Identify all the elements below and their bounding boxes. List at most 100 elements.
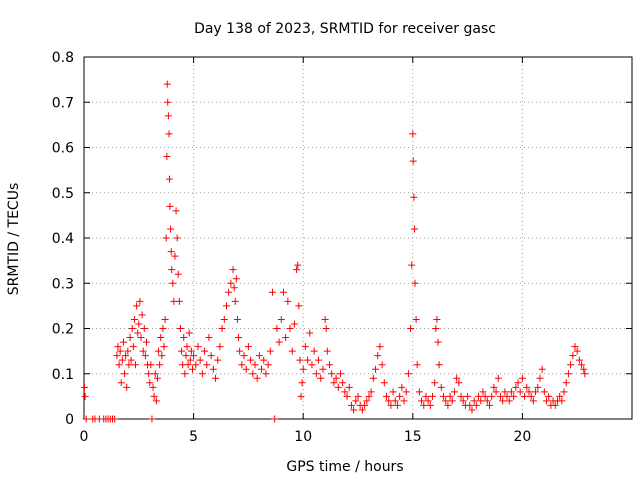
data-point <box>407 325 415 332</box>
data-point <box>581 370 589 378</box>
data-point <box>298 379 306 387</box>
data-point <box>499 397 507 405</box>
data-point <box>365 392 373 400</box>
data-point <box>567 361 575 369</box>
data-point <box>396 392 404 400</box>
data-point <box>562 379 570 387</box>
data-point <box>260 356 268 364</box>
data-point <box>347 401 355 409</box>
data-point <box>141 352 149 360</box>
data-point <box>253 374 261 382</box>
x-axis-label: GPS time / hours <box>286 459 403 475</box>
data-point <box>155 347 163 355</box>
data-point <box>332 374 340 382</box>
data-point <box>187 347 195 355</box>
data-point <box>453 374 461 382</box>
data-point <box>322 325 330 332</box>
data-point <box>284 297 292 305</box>
data-point <box>525 388 533 396</box>
data-point <box>354 392 362 400</box>
data-point <box>271 415 279 423</box>
data-point <box>186 356 194 364</box>
data-point <box>317 374 325 382</box>
data-point <box>207 352 215 360</box>
data-point <box>159 325 167 332</box>
data-point <box>442 397 450 405</box>
data-point <box>113 352 121 360</box>
data-point <box>216 343 224 351</box>
data-point <box>126 334 134 342</box>
data-point <box>198 370 206 378</box>
data-point <box>505 397 513 405</box>
data-point <box>247 356 255 364</box>
data-point <box>132 361 140 369</box>
y-axis-label: SRMTID / TECUs <box>6 183 22 296</box>
data-point <box>389 388 397 396</box>
data-point <box>358 406 366 414</box>
data-point <box>380 379 388 387</box>
data-point <box>178 347 186 355</box>
data-point <box>543 397 551 405</box>
data-point <box>488 392 496 400</box>
data-point <box>415 388 423 396</box>
data-point <box>352 397 360 405</box>
data-point <box>341 388 349 396</box>
data-point <box>410 193 418 201</box>
y-tick-label: 0.6 <box>52 141 74 157</box>
data-point <box>426 401 434 409</box>
data-point <box>434 338 442 346</box>
chart-title: Day 138 of 2023, SRMTID for receiver gas… <box>194 21 496 37</box>
data-point <box>151 370 159 378</box>
data-point <box>116 347 124 355</box>
data-point <box>176 325 184 332</box>
data-point <box>558 397 566 405</box>
data-point <box>429 392 437 400</box>
data-point <box>315 356 323 364</box>
data-point <box>175 297 183 305</box>
data-point <box>350 406 358 414</box>
data-point <box>413 361 421 369</box>
data-point <box>266 347 274 355</box>
y-tick-label: 0 <box>65 412 74 428</box>
data-point <box>580 365 588 373</box>
data-point <box>571 343 579 351</box>
data-point <box>398 383 406 391</box>
data-point <box>527 392 535 400</box>
data-point <box>518 374 526 382</box>
data-point <box>145 370 153 378</box>
data-point <box>412 315 420 323</box>
data-point <box>203 361 211 369</box>
data-point <box>345 383 353 391</box>
data-point <box>432 325 440 332</box>
data-point <box>459 397 467 405</box>
data-point <box>171 252 179 260</box>
data-point <box>114 343 122 351</box>
data-point <box>387 401 395 409</box>
data-point <box>551 401 559 409</box>
data-point <box>328 370 336 378</box>
data-point <box>479 388 487 396</box>
data-point <box>275 338 283 346</box>
data-point <box>437 383 445 391</box>
data-point <box>326 361 334 369</box>
data-point <box>205 334 213 342</box>
data-point <box>174 270 182 278</box>
data-point <box>564 370 572 378</box>
y-tick-label: 0.5 <box>52 186 74 202</box>
data-point <box>382 392 390 400</box>
data-point <box>196 356 204 364</box>
data-point <box>294 261 302 269</box>
data-point <box>156 361 164 369</box>
data-point <box>556 392 564 400</box>
data-point <box>424 397 432 405</box>
data-point <box>490 383 498 391</box>
data-point <box>540 388 548 396</box>
data-point <box>297 392 305 400</box>
data-point <box>264 361 272 369</box>
data-point <box>230 284 238 292</box>
data-point <box>402 388 410 396</box>
data-point <box>575 356 583 364</box>
data-point <box>229 266 237 274</box>
axis-ticks <box>83 56 632 420</box>
